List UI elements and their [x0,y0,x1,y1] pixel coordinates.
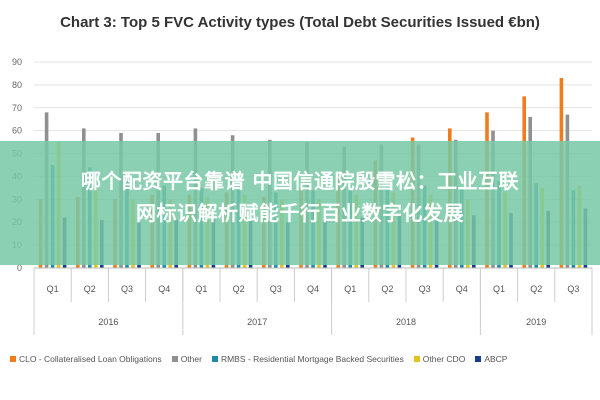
x-tick-label: Q2 [84,284,96,294]
legend-swatch [211,356,218,362]
x-tick-label: Q3 [419,284,431,294]
legend-label: RMBS - Residential Mortgage Backed Secur… [220,354,404,364]
overlay-headline-line1: 哪个配资平台靠谱 中国信通院殷雪松：工业互联 [81,169,519,193]
legend-swatch [171,356,178,362]
y-tick-label: 70 [12,103,22,113]
legend-label: Other [180,354,202,364]
legend-item: RMBS - Residential Mortgage Backed Secur… [211,354,404,364]
legend-item: Other [171,354,202,364]
x-tick-label: Q3 [270,284,282,294]
y-tick-label: 90 [12,57,22,67]
legend-item: CLO - Collateralised Loan Obligations [10,354,162,364]
year-label: 2016 [98,317,118,327]
x-tick-label: Q1 [195,284,207,294]
legend-swatch [475,356,482,362]
legend-swatch [10,356,16,362]
x-tick-label: Q2 [233,284,245,294]
overlay-headline: 哪个配资平台靠谱 中国信通院殷雪松：工业互联 网标识解析赋能千行百业数字化发展 [14,165,586,229]
x-tick-label: Q4 [158,284,170,294]
legend-label: Other CDO [422,354,466,364]
legend-swatch [413,356,420,362]
legend-item: ABCP [475,354,507,364]
year-label: 2019 [526,317,546,327]
x-tick-label: Q4 [456,284,468,294]
overlay-headline-line2: 网标识解析赋能千行百业数字化发展 [136,201,464,225]
x-tick-label: Q4 [307,284,319,294]
y-tick-label: 80 [12,80,22,90]
year-label: 2017 [247,317,267,327]
x-tick-label: Q2 [381,284,393,294]
x-tick-label: Q3 [567,284,579,294]
x-tick-label: Q1 [493,284,505,294]
x-tick-label: Q1 [47,284,59,294]
chart-legend: CLO - Collateralised Loan Obligations Oth… [10,352,595,366]
legend-item: Other CDO [413,354,466,364]
legend-label: CLO - Collateralised Loan Obligations [19,354,162,364]
year-label: 2018 [396,317,416,327]
x-tick-label: Q3 [121,284,133,294]
legend-label: ABCP [484,354,508,364]
y-tick-label: 60 [12,126,22,136]
overlay-banner: 哪个配资平台靠谱 中国信通院殷雪松：工业互联 网标识解析赋能千行百业数字化发展 [0,141,600,265]
y-tick-label: 0 [17,263,22,273]
x-tick-label: Q2 [530,284,542,294]
chart-title: Chart 3: Top 5 FVC Activity types (Total… [60,14,540,31]
x-tick-label: Q1 [344,284,356,294]
